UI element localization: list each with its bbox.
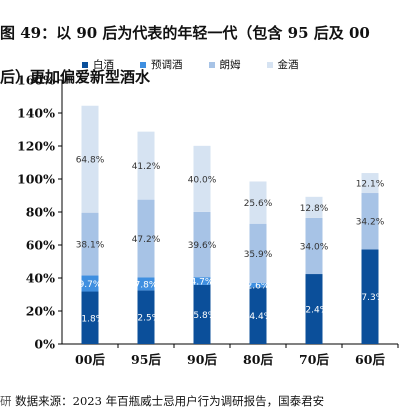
data-label: 34.2%: [356, 218, 385, 228]
y-tick-label: 120%: [17, 139, 55, 154]
x-tick-label: 60后: [355, 352, 385, 367]
chart-title-line2: 后）更加偏爱新型酒水: [0, 68, 151, 86]
bar-segment: [81, 105, 99, 213]
data-label: 35.8%: [188, 311, 217, 321]
data-label: 39.6%: [188, 241, 217, 251]
y-tick-label: 0%: [34, 337, 55, 352]
bar-segment: [249, 223, 267, 283]
legend-label-langmu: 朗姆: [219, 59, 241, 71]
bar-segment: [305, 217, 323, 275]
y-tick-label: 20%: [26, 304, 55, 319]
x-tick-label: 00后: [75, 352, 105, 367]
data-label: 38.1%: [76, 241, 105, 251]
data-label: 12.8%: [300, 204, 329, 214]
data-label: 42.4%: [300, 306, 329, 316]
legend-swatch-jinjiu: [266, 61, 273, 68]
y-tick-label: 100%: [17, 172, 55, 187]
bar-segment: [193, 211, 211, 278]
bar-segment: [249, 181, 267, 224]
x-tick-label: 90后: [187, 352, 217, 367]
legend-label-jinjiu: 金酒: [277, 59, 299, 71]
bar-segment: [137, 277, 155, 291]
data-label: 34.0%: [300, 242, 329, 252]
bar-segment: [305, 274, 323, 344]
y-tick-label: 160%: [17, 73, 55, 88]
data-label: 4.7%: [191, 278, 214, 288]
bar-segment: [193, 277, 211, 285]
bar-segment: [193, 284, 211, 344]
source-edge-text: 研: [0, 394, 12, 408]
legend-item-yutiaojiu: 预调酒: [140, 57, 183, 72]
bar-segment: [81, 212, 99, 276]
bar-segment: [249, 282, 267, 288]
chart-title-line1: 图 49：以 90 后为代表的年轻一代（包含 95 后及 00: [0, 24, 370, 42]
data-label: 57.3%: [356, 293, 385, 303]
legend-label-baijiu: 白酒: [93, 59, 114, 71]
bar-segment: [81, 275, 99, 292]
legend-swatch-langmu: [208, 61, 215, 68]
data-label: 32.5%: [132, 314, 161, 324]
chart-legend: 白酒 预调酒 朗姆 金酒: [82, 57, 299, 72]
legend-swatch-yutiaojiu: [140, 61, 146, 68]
bar-segment: [137, 290, 155, 344]
bar-segment: [193, 145, 211, 212]
bar-segment: [249, 287, 267, 344]
legend-label-yutiaojiu: 预调酒: [151, 59, 183, 71]
y-tick-label: 40%: [26, 271, 55, 286]
x-tick-label: 80后: [243, 352, 273, 367]
data-label: 64.8%: [76, 156, 105, 166]
legend-item-langmu: 朗姆: [208, 57, 241, 72]
legend-swatch-baijiu: [82, 61, 88, 68]
x-tick-label: 95后: [131, 352, 161, 367]
data-label: 2.6%: [247, 282, 270, 292]
data-label: 40.0%: [188, 175, 217, 185]
y-tick-label: 80%: [26, 205, 55, 220]
legend-item-baijiu: 白酒: [82, 57, 114, 72]
y-tick-label: 140%: [17, 106, 55, 121]
bar-segment: [137, 199, 155, 278]
bar-segment: [361, 249, 379, 344]
data-label: 9.7%: [79, 280, 102, 290]
data-label: 12.1%: [356, 180, 385, 190]
x-tick-label: 70后: [299, 352, 329, 367]
data-label: 31.8%: [76, 314, 105, 324]
bar-segment: [361, 173, 379, 194]
legend-item-jinjiu: 金酒: [266, 57, 299, 72]
y-tick-label: 60%: [26, 238, 55, 253]
bar-segment: [137, 131, 155, 200]
bar-segment: [361, 193, 379, 250]
data-label: 34.4%: [244, 312, 273, 322]
data-label: 25.6%: [244, 199, 273, 209]
data-label: 41.2%: [132, 162, 161, 172]
data-label: 35.9%: [244, 250, 273, 260]
bar-segment: [81, 291, 99, 344]
chart-title: 图 49：以 90 后为代表的年轻一代（包含 95 后及 00 后）更加偏爱新型…: [0, 0, 415, 110]
source-note: 研 数据来源：2023 年百瓶威士忌用户行为调研报告，国泰君安: [0, 393, 415, 409]
source-text: 数据来源：2023 年百瓶威士忌用户行为调研报告，国泰君安: [15, 394, 325, 408]
data-label: 47.2%: [132, 235, 161, 245]
bar-segment: [305, 196, 323, 218]
data-label: 7.8%: [135, 280, 158, 290]
